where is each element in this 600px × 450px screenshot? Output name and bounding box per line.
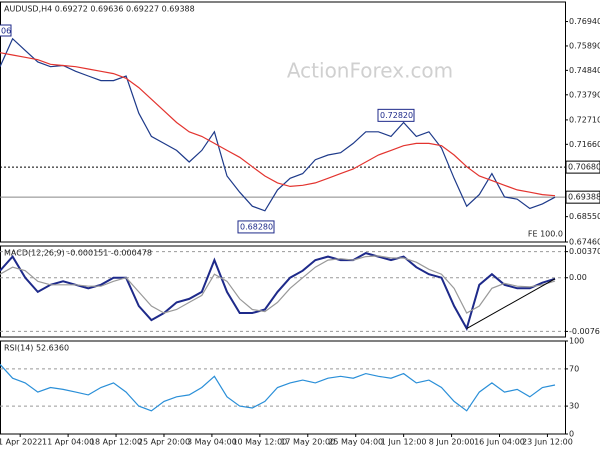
watermark: ActionForex.com bbox=[287, 59, 453, 83]
y-tick-label: 30 bbox=[569, 402, 579, 411]
y-tick-label: 0.003703 bbox=[569, 247, 600, 256]
price-box bbox=[565, 190, 600, 204]
x-tick-label: 17 May 20:00 bbox=[280, 438, 335, 447]
annotation-box bbox=[377, 108, 415, 122]
series-line bbox=[0, 255, 556, 314]
x-tick-label: 8 Jun 20:00 bbox=[429, 438, 475, 447]
y-tick-label: -0.007608 bbox=[569, 327, 600, 336]
edge-label: 06 bbox=[1, 27, 11, 36]
panel-title: AUDUSD,H4 0.69272 0.69636 0.69227 0.6938… bbox=[4, 5, 195, 14]
y-tick-label: 0.68550 bbox=[569, 212, 600, 221]
panel-frame bbox=[0, 1, 566, 243]
edge-box bbox=[0, 24, 12, 37]
y-tick-label: 0.67460 bbox=[569, 238, 600, 247]
y-tick-label: 0.75890 bbox=[569, 41, 600, 50]
x-tick-label: 18 Apr 12:00 bbox=[90, 438, 142, 447]
annotation: 0.68280 bbox=[240, 222, 273, 231]
x-tick-label: 1 Apr 2022 bbox=[0, 438, 42, 447]
y-tick-label: 0.76940 bbox=[569, 17, 600, 26]
x-tick-label: 1 Jun 12:00 bbox=[381, 438, 427, 447]
panel-frame bbox=[0, 340, 566, 435]
y-tick-label: 0.72710 bbox=[569, 115, 600, 124]
x-tick-label: 16 Jun 04:00 bbox=[474, 438, 525, 447]
y-tick-label: 0.73790 bbox=[569, 90, 600, 99]
y-tick-label: 0.74840 bbox=[569, 66, 600, 75]
y-tick-label: 70 bbox=[569, 364, 579, 373]
y-tick-label: 0 bbox=[569, 430, 574, 439]
series-line bbox=[0, 252, 556, 332]
fe-label: FE 100.0 bbox=[528, 230, 563, 239]
y-tick-label: 100 bbox=[569, 337, 584, 346]
annotation-box bbox=[237, 220, 275, 234]
panel-frame bbox=[0, 245, 566, 338]
y-tick-label: 0.00 bbox=[569, 273, 587, 282]
x-tick-label: 10 May 12:00 bbox=[232, 438, 287, 447]
x-tick-label: 23 Jun 12:00 bbox=[522, 438, 573, 447]
panel-title: RSI(14) 52.6360 bbox=[4, 344, 69, 353]
level-box bbox=[565, 160, 600, 174]
series-line bbox=[0, 52, 556, 197]
series-line bbox=[0, 363, 556, 412]
price-label: 0.69388 bbox=[568, 193, 600, 202]
x-tick-label: 25 May 04:00 bbox=[328, 438, 383, 447]
x-tick-label: 25 Apr 20:00 bbox=[138, 438, 190, 447]
level-label: 0.70680 bbox=[568, 163, 600, 172]
series-line bbox=[0, 37, 556, 212]
x-tick-label: 11 Apr 04:00 bbox=[42, 438, 94, 447]
x-tick-label: 3 May 04:00 bbox=[187, 438, 237, 447]
trend-line bbox=[466, 278, 556, 329]
annotation: 0.72820 bbox=[380, 111, 413, 120]
panel-title: MACD(12,26,9) -0.000151 -0.000478 bbox=[4, 249, 152, 258]
y-tick-label: 0.71660 bbox=[569, 140, 600, 149]
